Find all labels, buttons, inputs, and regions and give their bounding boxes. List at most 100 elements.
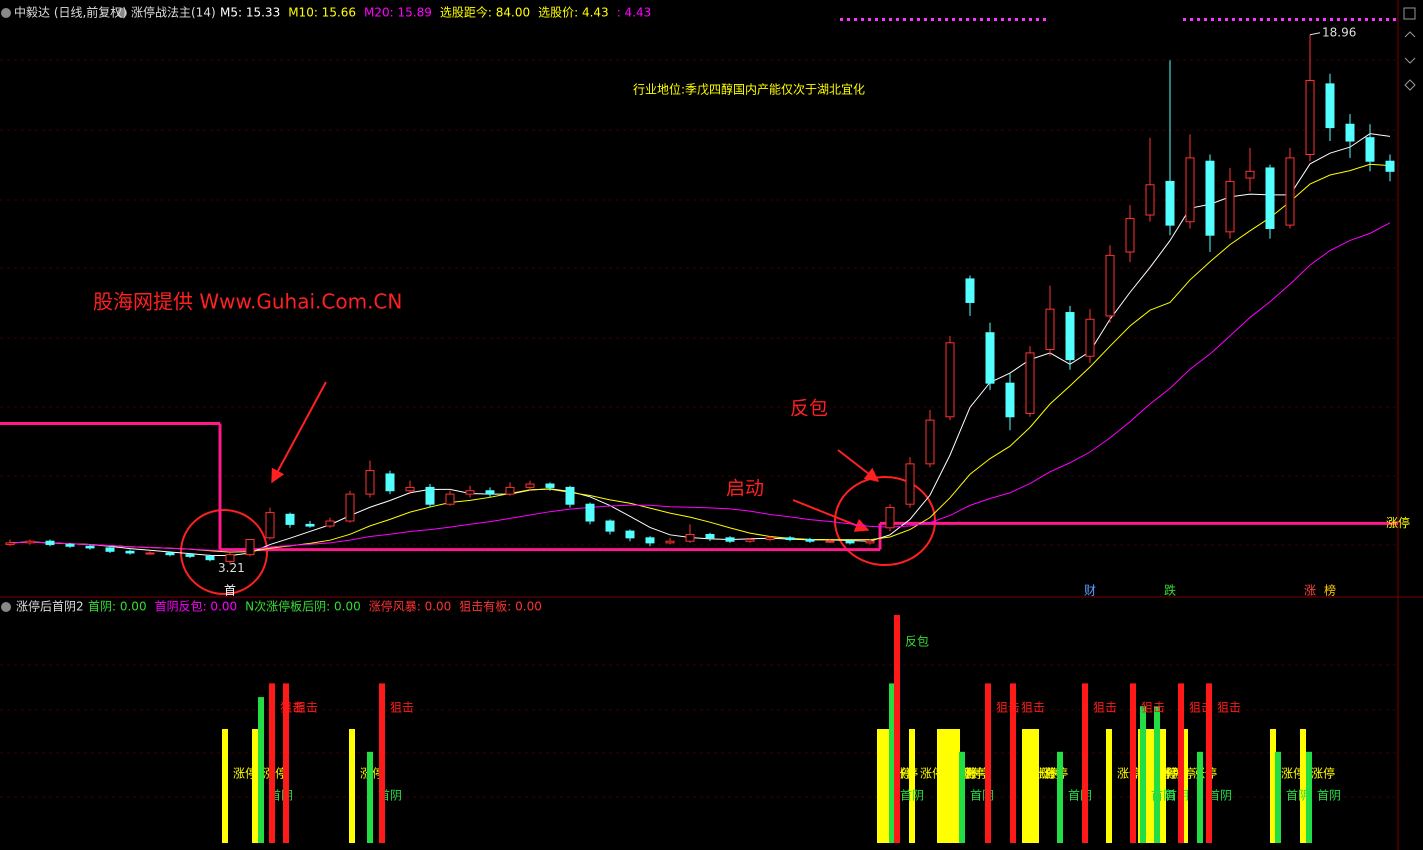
toolbar	[1403, 7, 1416, 91]
signal-dot	[987, 18, 990, 21]
signal-bar	[985, 683, 991, 843]
candle-body	[645, 537, 655, 544]
candle-body	[1305, 80, 1315, 156]
signal-dot	[840, 18, 843, 21]
signal-bar	[1149, 729, 1155, 843]
signal-bar	[1206, 683, 1212, 843]
candle-body	[705, 533, 715, 539]
candle-body	[1265, 167, 1275, 229]
signal-dot	[875, 18, 878, 21]
signal-dot	[1323, 18, 1326, 21]
button[interactable]	[1404, 31, 1416, 38]
collapse-icon[interactable]	[1, 8, 11, 18]
candle-body	[45, 540, 55, 546]
candle-body	[105, 547, 115, 552]
candle-body	[665, 540, 675, 544]
signal-label: 狙击	[996, 701, 1020, 715]
arrow	[271, 381, 327, 484]
candle-body	[545, 483, 555, 488]
signal-bar	[1057, 751, 1063, 843]
candle-body	[605, 520, 615, 532]
candle-body	[1105, 254, 1115, 317]
signal-bar	[1306, 751, 1312, 843]
signal-bar	[1197, 751, 1203, 843]
ma-line	[9, 163, 1391, 553]
signal-label: 涨停	[1117, 766, 1141, 781]
signal-dot	[910, 18, 913, 21]
signal-dot	[1351, 18, 1354, 21]
signal-dot	[1281, 18, 1284, 21]
candle-body	[1065, 312, 1075, 361]
signal-dot	[966, 18, 969, 21]
signal-bar	[1154, 706, 1160, 843]
candle-body	[865, 540, 875, 544]
signal-dot	[931, 18, 934, 21]
signal-dot	[903, 18, 906, 21]
candle-body	[305, 523, 315, 527]
event-marker: 首	[224, 584, 236, 598]
button[interactable]	[1403, 7, 1416, 20]
annotation: 行业地位:季戊四醇国内产能仅次于湖北宜化	[633, 82, 865, 97]
signal-bar	[1140, 706, 1146, 843]
candle-body	[1125, 217, 1135, 253]
signal-dot	[1218, 18, 1221, 21]
candle-body	[765, 537, 775, 541]
indicator-title: 涨停后首阴2	[16, 599, 84, 614]
signal-bar	[349, 729, 355, 843]
high-pointer	[1309, 32, 1321, 36]
signal-dot	[917, 18, 920, 21]
candle-body	[905, 463, 915, 505]
signal-bar	[943, 729, 949, 843]
legend-item: 选股价: 4.43	[538, 6, 609, 20]
candle-body	[945, 342, 955, 418]
signal-dot	[1211, 18, 1214, 21]
signal-label: 涨停	[1033, 766, 1057, 781]
signal-dot	[882, 18, 885, 21]
collapse-icon[interactable]	[117, 8, 127, 18]
signal-bar	[877, 729, 883, 843]
candle-body	[445, 493, 455, 505]
signal-dot	[847, 18, 850, 21]
candle-body	[65, 544, 75, 547]
button[interactable]	[1404, 57, 1416, 64]
candle-body	[985, 332, 995, 384]
candle-body	[1365, 137, 1375, 162]
ma-line	[9, 222, 1391, 551]
signal-dot	[1246, 18, 1249, 21]
candle-body	[785, 537, 795, 541]
candle-body	[1325, 83, 1335, 129]
collapse-icon[interactable]	[1, 602, 11, 612]
signal-dot	[1015, 18, 1018, 21]
signal-bar	[1082, 683, 1088, 843]
legend-item: 首阴: 0.00	[88, 600, 147, 614]
signal-dot	[1001, 18, 1004, 21]
signal-label: 反包	[905, 635, 929, 649]
legend-item: M20: 15.89	[364, 6, 432, 20]
signal-dot	[952, 18, 955, 21]
candle-body	[965, 278, 975, 303]
signal-bar	[1178, 683, 1184, 843]
high-label: 18.96	[1322, 25, 1356, 39]
candle-body	[405, 486, 415, 492]
signal-label: 涨停	[965, 766, 989, 781]
signal-bar	[1275, 751, 1281, 843]
legend-item: 选股距今: 84.00	[440, 5, 530, 20]
signal-dot	[1337, 18, 1340, 21]
signal-dot	[1274, 18, 1277, 21]
candle-body	[825, 540, 835, 543]
stock-title: 中毅达 (日线,前复权)	[14, 5, 127, 20]
signal-dot	[1309, 18, 1312, 21]
signal-bar	[1028, 729, 1034, 843]
button[interactable]	[1404, 79, 1416, 91]
signal-dot	[1393, 18, 1396, 21]
signal-bar	[1022, 729, 1028, 843]
signal-bar	[959, 751, 965, 843]
candle-body	[485, 490, 495, 495]
candle-body	[1005, 382, 1015, 418]
signal-bar	[252, 729, 258, 843]
candle-body	[725, 537, 735, 542]
signal-dot	[1197, 18, 1200, 21]
signal-bar	[367, 751, 373, 843]
signal-bar	[1182, 729, 1188, 843]
